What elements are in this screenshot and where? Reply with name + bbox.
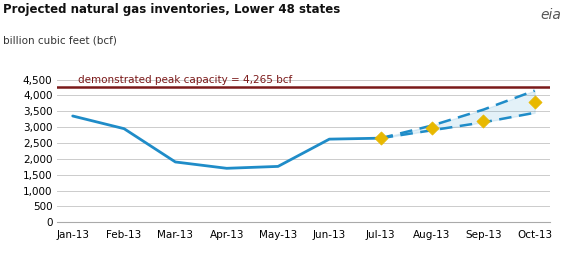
Text: eia: eia bbox=[541, 8, 562, 22]
Point bbox=[479, 119, 488, 123]
Text: billion cubic feet (bcf): billion cubic feet (bcf) bbox=[3, 35, 117, 45]
Text: demonstrated peak capacity = 4,265 bcf: demonstrated peak capacity = 4,265 bcf bbox=[78, 75, 292, 85]
Text: Projected natural gas inventories, Lower 48 states: Projected natural gas inventories, Lower… bbox=[3, 3, 340, 16]
Point bbox=[376, 136, 385, 141]
Point bbox=[530, 99, 539, 104]
Point bbox=[427, 126, 437, 131]
